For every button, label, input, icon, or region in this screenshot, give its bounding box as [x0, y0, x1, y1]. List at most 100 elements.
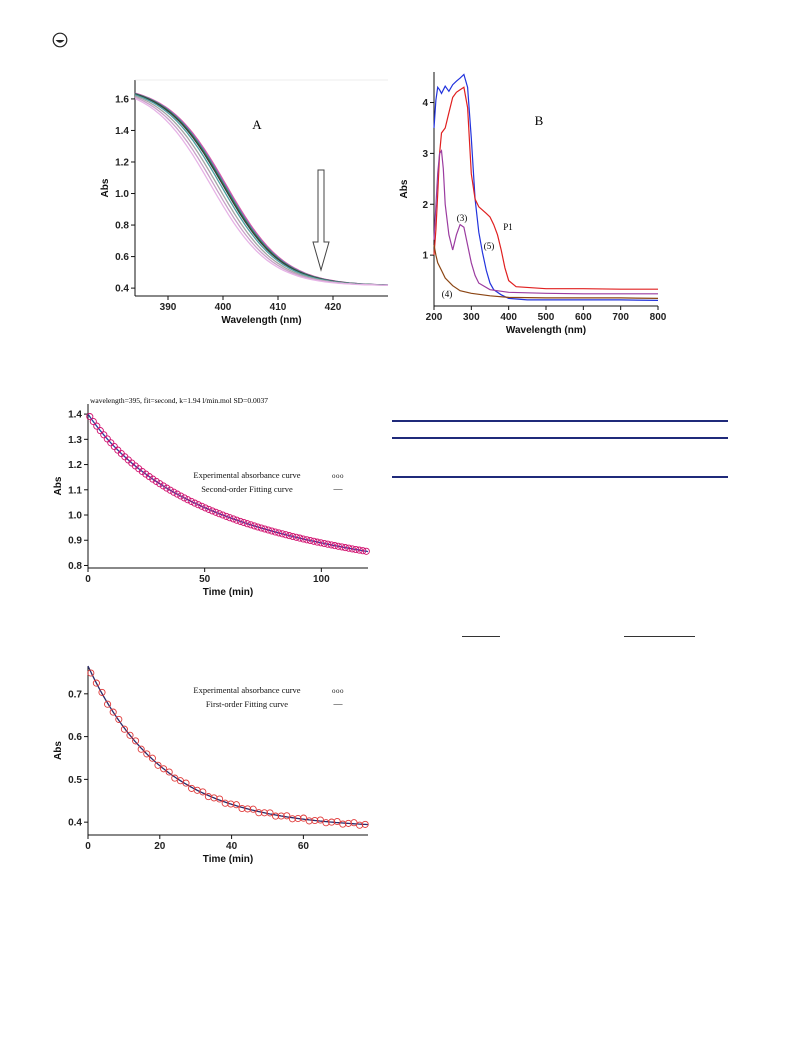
- data-point: [156, 480, 164, 488]
- data-point: [260, 809, 268, 817]
- data-point: [201, 504, 209, 512]
- x-tick-label: 500: [538, 312, 555, 323]
- x-tick-label: 60: [298, 841, 310, 852]
- data-point: [145, 473, 153, 481]
- data-point: [285, 532, 293, 540]
- data-point: [143, 750, 151, 758]
- data-point: [177, 492, 185, 500]
- data-point: [310, 537, 318, 545]
- data-point: [219, 511, 227, 519]
- y-tick-label: 0.4: [115, 284, 129, 295]
- data-point: [264, 526, 272, 534]
- legend-label: Second-order Fitting curve: [201, 484, 293, 494]
- x-tick-label: 50: [199, 574, 211, 585]
- data-point: [277, 812, 285, 820]
- data-point: [355, 546, 363, 554]
- data-point: [86, 413, 94, 421]
- data-point: [132, 737, 140, 745]
- y-axis-label: Abs: [399, 179, 410, 198]
- y-tick-label: 1.1: [68, 485, 82, 496]
- publisher-logo-icon: [52, 32, 68, 48]
- y-tick-label: 2: [422, 200, 428, 211]
- data-point: [327, 541, 335, 549]
- x-tick-label: 40: [226, 841, 238, 852]
- y-tick-label: 0.5: [68, 775, 82, 786]
- data-point: [255, 809, 263, 817]
- data-point: [226, 514, 234, 522]
- data-point: [356, 821, 364, 829]
- spectrum-b-line-4: [433, 244, 659, 299]
- data-point: [344, 819, 352, 827]
- y-tick-label: 0.6: [115, 252, 129, 263]
- y-tick-label: 1.2: [115, 157, 129, 168]
- data-point: [289, 532, 297, 541]
- curve-label: P1: [503, 222, 513, 232]
- data-point: [233, 516, 241, 524]
- x-tick-label: 600: [575, 312, 592, 323]
- text-underline-left: [462, 636, 500, 637]
- data-point: [184, 496, 192, 504]
- data-point: [229, 515, 237, 523]
- data-point: [359, 547, 367, 555]
- data-point: [333, 817, 341, 826]
- data-point: [266, 809, 274, 817]
- data-point: [278, 530, 286, 538]
- x-tick-label: 410: [270, 302, 287, 313]
- data-point: [362, 547, 370, 555]
- data-point: [334, 542, 342, 550]
- data-point: [305, 817, 313, 825]
- text-underline-right: [624, 636, 695, 637]
- data-point: [103, 435, 111, 443]
- absorbance-spectra-chart-a: 390 400 410 420 0.4 0.6 0.8 1.0 1.2 1.4 1.6 Wavelen…: [100, 79, 389, 326]
- y-axis-label: Abs: [100, 178, 111, 197]
- y-tick-label: 1.4: [115, 126, 129, 137]
- data-point: [199, 788, 207, 796]
- data-point: [345, 544, 353, 552]
- y-tick-label: 0.6: [68, 732, 82, 743]
- data-point: [324, 540, 332, 548]
- data-point: [149, 475, 157, 483]
- y-tick-label: 0.7: [68, 689, 82, 700]
- data-point: [268, 527, 276, 535]
- data-point: [316, 816, 324, 824]
- data-point: [89, 417, 97, 426]
- data-point: [222, 512, 230, 520]
- data-point: [115, 715, 123, 723]
- y-tick-label: 3: [422, 149, 428, 160]
- data-point: [98, 688, 106, 696]
- data-point: [320, 539, 328, 548]
- data-point: [331, 542, 339, 550]
- data-point: [92, 679, 100, 687]
- data-point: [275, 529, 283, 537]
- curve-label: (4): [442, 289, 453, 299]
- panel-label-a: A: [252, 117, 262, 132]
- data-point: [243, 520, 251, 528]
- x-axis-label: Time (min): [203, 587, 253, 598]
- table-top-rule: [392, 420, 728, 422]
- y-tick-label: 0.9: [68, 536, 82, 547]
- data-point: [238, 804, 246, 813]
- y-tick-label: 1.4: [68, 410, 82, 421]
- data-point: [120, 725, 128, 733]
- x-tick-label: 100: [313, 574, 330, 585]
- data-point: [165, 768, 173, 776]
- x-tick-label: 20: [154, 841, 166, 852]
- data-point: [182, 779, 190, 787]
- data-point: [339, 820, 347, 828]
- data-point: [166, 486, 174, 494]
- x-tick-label: 700: [612, 312, 629, 323]
- curve-label: (3): [457, 213, 468, 223]
- first-order-kinetics-chart: 0 20 40 60 0.4 0.5 0.6 0.7 Time (min) Abs Experime…: [53, 665, 369, 865]
- y-tick-label: 0.8: [68, 561, 82, 572]
- legend-marker: ooo: [332, 472, 344, 480]
- data-point: [173, 490, 181, 498]
- data-point: [247, 521, 255, 529]
- legend-marker: ooo: [332, 687, 344, 695]
- data-point: [198, 502, 206, 510]
- uv-vis-spectra-chart-b: 200 300 400 500 600 700 800 1 2 3 4 Wavelength (nm)…: [399, 72, 667, 336]
- data-point: [313, 538, 321, 546]
- data-point: [341, 544, 349, 552]
- data-point: [352, 545, 360, 554]
- y-tick-label: 4: [422, 98, 428, 109]
- data-point: [254, 523, 262, 531]
